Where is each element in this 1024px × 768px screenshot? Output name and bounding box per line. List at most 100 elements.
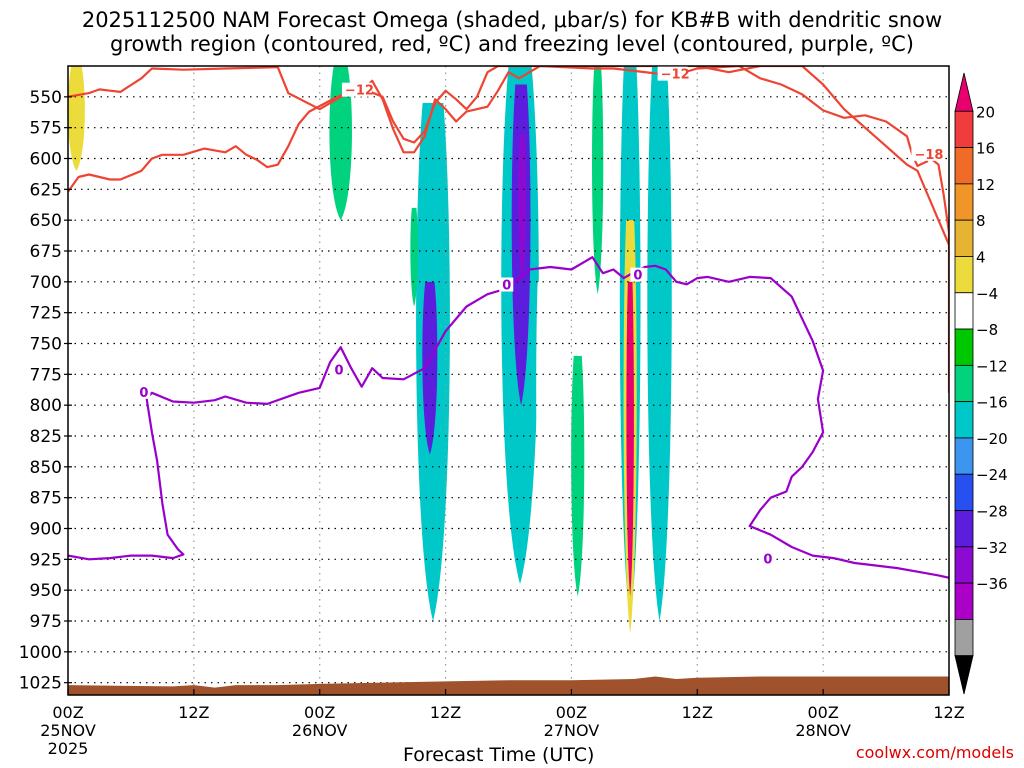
y-tick-label: 1025 [19,674,62,694]
omega-positive-strip-58z [672,306,681,492]
colorbar-arrow-top [954,72,974,112]
colorbar-label: −4 [976,285,998,303]
y-tick-label: 850 [30,458,62,478]
colorbar-segment [954,582,974,620]
x-tick-label: 27NOV [544,721,600,740]
x-tick-label: 12Z [682,703,713,722]
colorbar-segment [954,147,974,185]
colorbar-label: 12 [976,176,995,194]
isotherm-minus12-label-1: −12 [345,84,374,99]
isotherm-minus18-label-bg [911,146,942,161]
colorbar-segment [954,546,974,584]
isotherm-minus18-line [68,66,949,246]
y-tick-label: 725 [30,304,62,324]
x-tick-label: 12Z [933,703,964,722]
freezing-label-5: 0 [763,552,772,567]
colorbar-arrow-bottom [954,655,974,695]
x-tick-label: 28NOV [795,721,851,740]
freezing-label-1: 0 [139,386,148,401]
colorbar: 20 16 12 8 4 −4 −8 −12 −16 −20 −24 −28 −32 −36 [954,72,1008,695]
colorbar-segment [954,183,974,221]
x-tick-label: 26NOV [292,721,348,740]
omega-positive-strip-45z [536,281,544,535]
omega-upper-ascent-26nov [329,66,352,221]
x-tick-label: 00Z [52,703,83,722]
colorbar-label: −24 [976,466,1008,484]
terrain-layer [68,676,949,695]
colorbar-segment [954,110,974,148]
y-tick-label: 975 [30,612,62,632]
colorbar-label: −8 [976,321,998,339]
chart-title-line-1: 2025112500 NAM Forecast Omega (shaded, μ… [81,8,943,32]
freezing-label-4: 0 [633,269,642,284]
x-axis-title: Forecast Time (UTC) [403,744,595,766]
omega-ascent-upper-50z [592,66,604,295]
y-tick-label: 775 [30,365,62,385]
y-axis: 550 575 600 625 650 675 700 725 750 775 800 825 850 8… [19,88,72,694]
colorbar-segment [954,437,974,475]
x-tick-label: 00Z [807,703,838,722]
colorbar-segment [954,292,974,330]
x-tick-label: 12Z [430,703,461,722]
omega-ascent-strip-48z [571,355,585,597]
freezing-label-3: 0 [502,279,511,294]
omega-small-positive-1 [216,226,224,313]
freezing-label-2: 0 [334,364,343,379]
y-tick-label: 1000 [19,643,62,663]
chart-title-line-2: growth region (contoured, red, ºC) and f… [110,32,914,56]
freezing-label-2-bg [331,362,346,377]
grid-layer [68,66,949,695]
y-tick-label: 600 [30,150,62,170]
y-tick-label: 875 [30,489,62,509]
colorbar-label: 8 [976,212,986,230]
omega-shading-layer [68,66,681,634]
y-tick-label: 575 [30,119,62,139]
colorbar-segment [954,473,974,511]
y-tick-label: 950 [30,581,62,601]
y-tick-label: 650 [30,211,62,231]
y-tick-label: 900 [30,520,62,540]
colorbar-label: 20 [976,103,995,121]
colorbar-label: 4 [976,248,986,266]
colorbar-segment [954,364,974,403]
y-tick-label: 825 [30,427,62,447]
terrain-fill [68,676,949,695]
freezing-label-4-bg [630,267,645,282]
colorbar-segment [954,401,974,439]
x-tick-label: 2025 [48,739,89,758]
colorbar-label: −36 [976,575,1008,593]
colorbar-segment [954,510,974,548]
omega-early-positive-core [68,66,85,171]
omega-ascent-plume-36z-core [422,281,438,455]
y-tick-label: 800 [30,396,62,416]
x-tick-label: 25NOV [40,721,96,740]
colorbar-label: −16 [976,394,1008,412]
colorbar-label: −20 [976,430,1008,448]
plot-frame [67,65,950,696]
omega-descent-core-53z [626,281,634,597]
isotherm-minus12-label-1-bg [341,82,372,97]
isotherm-minus12-label-2-bg [657,66,688,81]
x-tick-label: 00Z [304,703,335,722]
colorbar-segment [954,619,974,657]
colorbar-label: 16 [976,140,995,158]
isotherm-minus18-right-line [927,155,949,393]
colorbar-label: −32 [976,539,1008,557]
x-tick-label: 00Z [556,703,587,722]
x-tick-label: 12Z [178,703,209,722]
colorbar-segment [954,256,974,294]
omega-ascent-small-33z [410,207,418,307]
y-tick-label: 700 [30,273,62,293]
freezing-label-3-bg [499,277,514,292]
colorbar-segment [954,219,974,257]
freezing-label-1-bg [136,384,151,399]
contour-labels: 0 0 0 0 0 −12 −12 −18 [136,66,943,567]
credit-text: coolwx.com/models [855,743,1014,762]
omega-ascent-plume-42z-max [518,133,526,282]
y-tick-label: 550 [30,88,62,108]
colorbar-label: −28 [976,503,1008,521]
colorbar-segment [954,328,974,366]
isotherm-minus12-line [68,66,929,167]
